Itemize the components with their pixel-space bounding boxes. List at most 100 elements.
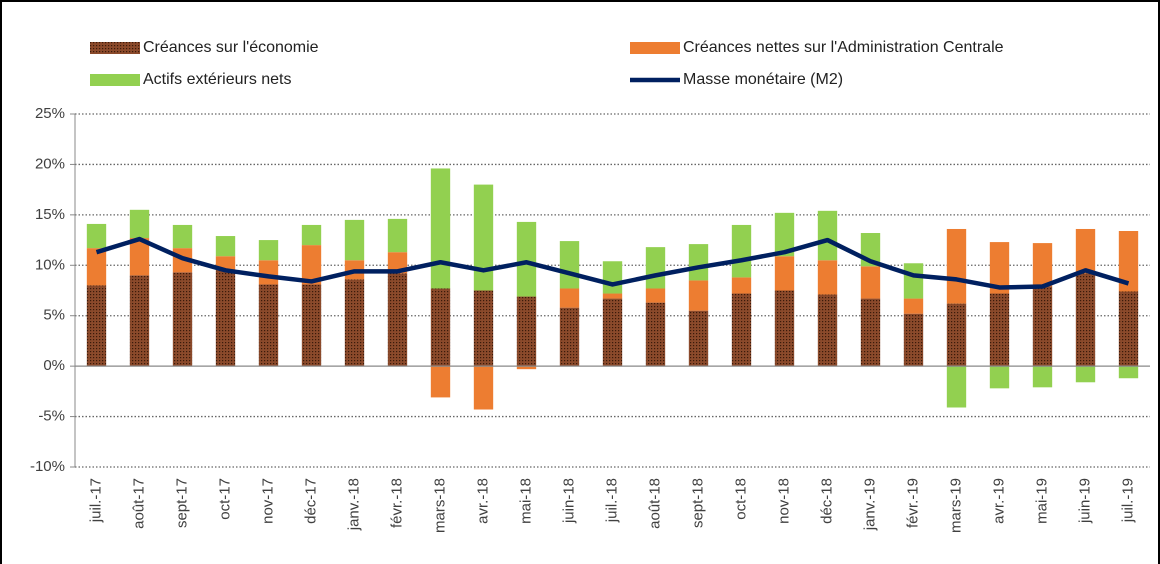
bar xyxy=(645,288,666,303)
bar xyxy=(1075,228,1096,274)
x-tick-label: janv.-19 xyxy=(861,478,878,531)
legend-label: Créances nettes sur l'Administration Cen… xyxy=(683,39,1004,56)
bar xyxy=(817,210,838,261)
bar xyxy=(731,293,752,367)
y-tick-label: 20% xyxy=(35,155,65,172)
bar xyxy=(301,245,322,285)
bar xyxy=(516,366,537,370)
bar xyxy=(688,244,709,281)
bar xyxy=(774,290,795,367)
bar xyxy=(1118,366,1139,379)
bar xyxy=(258,240,279,261)
bar xyxy=(774,212,795,257)
x-tick-label: nov-18 xyxy=(775,478,792,524)
bar xyxy=(473,290,494,367)
bar xyxy=(903,313,924,367)
bar xyxy=(129,238,150,276)
bar xyxy=(1118,291,1139,367)
y-tick-label: -5% xyxy=(38,408,65,425)
x-tick-label: janv.-18 xyxy=(345,478,362,531)
x-tick-label: mars-18 xyxy=(431,478,448,533)
x-tick-label: sept-18 xyxy=(689,478,706,528)
bar xyxy=(516,221,537,297)
bar xyxy=(258,284,279,367)
x-tick-label: juil.-18 xyxy=(603,478,620,523)
bar xyxy=(86,285,107,367)
bar xyxy=(602,298,623,367)
x-tick-label: nov-17 xyxy=(259,478,276,524)
x-tick-label: sept-17 xyxy=(173,478,190,528)
x-tick-label: oct-17 xyxy=(216,478,233,520)
bar xyxy=(172,224,193,249)
bar xyxy=(473,184,494,291)
x-tick-label: mai-19 xyxy=(1033,478,1050,524)
legend-swatch xyxy=(90,42,140,54)
bar xyxy=(731,224,752,278)
x-tick-label: juil.-17 xyxy=(87,478,104,523)
legend-swatch xyxy=(90,74,140,86)
bar xyxy=(301,284,322,367)
bar xyxy=(1032,243,1053,287)
legend-label: Masse monétaire (M2) xyxy=(683,71,843,88)
bar xyxy=(645,302,666,367)
x-tick-label: août-17 xyxy=(130,478,147,529)
bar xyxy=(387,218,408,253)
y-tick-label: 10% xyxy=(35,256,65,273)
x-tick-label: avr.-19 xyxy=(990,478,1007,524)
x-tick-label: févr.-19 xyxy=(904,478,921,528)
bar xyxy=(301,224,322,246)
y-tick-label: 5% xyxy=(43,307,65,324)
bar xyxy=(473,366,494,410)
bar xyxy=(817,260,838,295)
bar xyxy=(817,294,838,367)
x-tick-label: juil.-19 xyxy=(1119,478,1136,523)
x-tick-label: oct-18 xyxy=(732,478,749,520)
bar xyxy=(688,310,709,367)
y-tick-label: -10% xyxy=(30,458,65,475)
bar xyxy=(129,275,150,367)
bar xyxy=(344,219,365,261)
x-tick-label: déc-18 xyxy=(818,478,835,524)
x-tick-label: avr.-18 xyxy=(474,478,491,524)
bar xyxy=(430,168,451,289)
bar xyxy=(430,288,451,367)
bar xyxy=(215,236,236,257)
bar xyxy=(774,256,795,291)
x-tick-label: mai-18 xyxy=(517,478,534,524)
bar xyxy=(344,279,365,367)
bar xyxy=(215,270,236,367)
legend-swatch xyxy=(630,42,680,54)
x-tick-label: juin-19 xyxy=(1076,478,1093,524)
bar xyxy=(129,209,150,239)
bar xyxy=(559,288,580,308)
bar xyxy=(430,366,451,398)
bar xyxy=(946,303,967,367)
bar xyxy=(1032,366,1053,388)
bar xyxy=(1032,286,1053,367)
bar xyxy=(989,242,1010,294)
bar xyxy=(602,293,623,299)
bar xyxy=(258,260,279,285)
bar xyxy=(602,261,623,294)
bar xyxy=(860,298,881,367)
bar xyxy=(387,273,408,367)
bar xyxy=(86,223,107,249)
bar xyxy=(559,241,580,289)
x-tick-label: févr.-18 xyxy=(388,478,405,528)
bar xyxy=(903,263,924,299)
bar xyxy=(1075,366,1096,383)
bar xyxy=(946,228,967,304)
bar xyxy=(86,248,107,286)
line xyxy=(95,236,1130,290)
x-tick-label: juin-18 xyxy=(560,478,577,524)
legend-label: Actifs extérieurs nets xyxy=(143,71,292,88)
y-tick-label: 25% xyxy=(35,105,65,122)
x-tick-label: mars-19 xyxy=(947,478,964,533)
bar xyxy=(559,307,580,367)
bar xyxy=(645,247,666,289)
legend: Créances sur l'économie Créances nettes s… xyxy=(90,39,1004,88)
bar xyxy=(903,298,924,314)
x-tick-label: déc-17 xyxy=(302,478,319,524)
